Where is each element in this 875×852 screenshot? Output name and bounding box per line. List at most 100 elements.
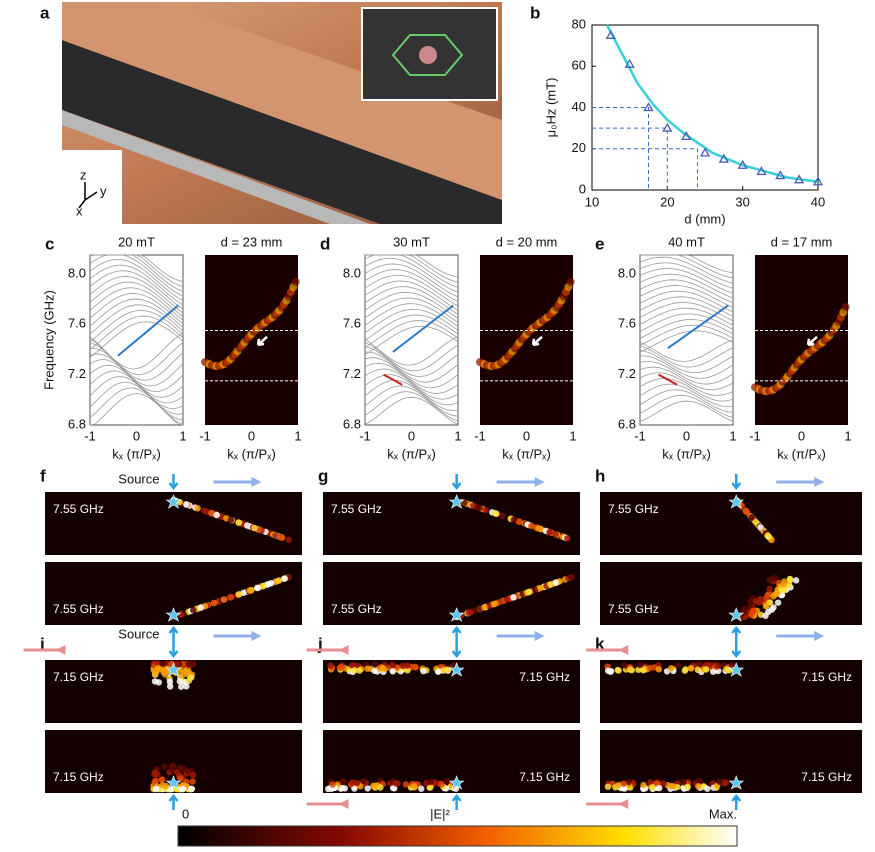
band-line <box>89 310 184 343</box>
glow <box>260 582 267 590</box>
glow <box>516 518 523 525</box>
glow <box>687 665 695 672</box>
glow <box>189 771 197 779</box>
glow <box>537 584 544 592</box>
glow <box>210 599 217 607</box>
glow <box>786 576 794 583</box>
band-line <box>639 349 734 374</box>
glow <box>695 783 702 790</box>
band-line <box>639 296 734 317</box>
k-tick: -1 <box>199 428 211 443</box>
heatmap <box>205 255 298 425</box>
glow <box>504 596 511 603</box>
glow <box>391 785 398 792</box>
arrow-head <box>618 645 629 655</box>
k-tick: -1 <box>359 428 371 443</box>
glow <box>482 506 489 514</box>
glow <box>771 574 779 582</box>
band-line <box>639 395 734 418</box>
band-line <box>89 281 184 318</box>
freq-label: 7.15 GHz <box>53 770 104 784</box>
band-line <box>639 345 734 368</box>
band-line <box>89 353 184 393</box>
glow <box>371 667 378 674</box>
band-line <box>364 325 459 355</box>
glow <box>176 678 183 685</box>
glow <box>392 780 399 787</box>
y-tick-label: 40 <box>572 99 586 114</box>
glow <box>152 769 159 776</box>
band-line <box>364 342 459 372</box>
k-label: kₓ (π/Pₓ) <box>112 446 161 461</box>
glow <box>646 664 654 672</box>
arrow <box>256 335 268 347</box>
glow <box>159 660 167 668</box>
band-line <box>639 285 734 308</box>
glow <box>183 501 190 508</box>
freq-tick: 6.8 <box>68 416 86 431</box>
rail <box>62 110 370 224</box>
field-glow <box>150 762 197 793</box>
glow <box>183 683 190 690</box>
field-label: 40 mT <box>668 234 705 249</box>
band-line <box>364 320 459 348</box>
glow <box>188 785 195 793</box>
glow <box>535 525 543 532</box>
source-star <box>165 494 182 509</box>
glow <box>291 277 300 286</box>
arrow-head <box>338 645 349 655</box>
band-line <box>639 319 734 339</box>
band-line <box>639 339 734 362</box>
glow <box>177 775 184 782</box>
data-point <box>756 166 767 176</box>
glow <box>154 664 162 672</box>
glow <box>684 783 691 791</box>
glow <box>418 785 425 792</box>
panel-letter: e <box>595 234 604 253</box>
field-map <box>600 492 862 555</box>
glow <box>434 668 442 675</box>
glow <box>402 781 410 788</box>
glow <box>568 574 575 581</box>
band-line <box>364 308 459 334</box>
freq-label: 7.55 GHz <box>608 502 659 516</box>
glow <box>492 600 499 607</box>
k-tick: -1 <box>474 428 486 443</box>
lattice <box>62 40 502 224</box>
glow <box>440 667 447 674</box>
glow <box>227 516 235 524</box>
glow <box>173 660 181 668</box>
heatmap <box>755 255 848 425</box>
arrow-head <box>338 799 349 809</box>
photo <box>62 2 502 224</box>
glow <box>404 667 411 674</box>
data-point <box>662 122 673 132</box>
x-tick-label: 30 <box>735 194 749 209</box>
panel-letter: j <box>317 634 323 653</box>
glow <box>604 667 612 674</box>
glow <box>614 782 622 789</box>
glow <box>757 524 764 531</box>
band-frame <box>364 254 459 426</box>
arrow-head <box>618 799 629 809</box>
source-star <box>448 662 465 677</box>
band-line <box>89 287 184 321</box>
glow <box>640 781 647 789</box>
glow <box>380 665 387 672</box>
glow <box>525 588 532 596</box>
band-line <box>639 279 734 304</box>
glow <box>510 516 518 523</box>
k-tick: 0 <box>523 428 530 443</box>
band-line <box>364 351 459 383</box>
feed-arrow <box>451 642 462 810</box>
glow <box>770 593 777 600</box>
freq-label: 7.15 GHz <box>801 670 852 684</box>
glow <box>615 667 622 674</box>
band-line <box>364 368 459 400</box>
glow <box>552 579 559 586</box>
feed-arrow <box>168 642 179 810</box>
arrow-head <box>55 645 66 655</box>
freq-label: 7.55 GHz <box>53 502 104 516</box>
band-line <box>639 256 734 284</box>
source-star <box>165 607 182 622</box>
